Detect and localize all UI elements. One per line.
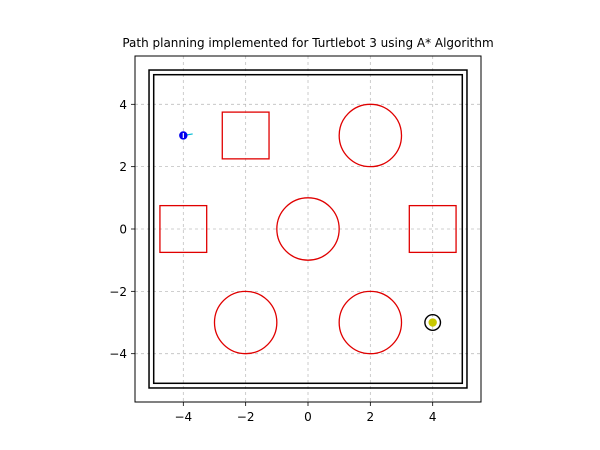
boundary-outer-wall	[148, 69, 468, 389]
goal-point	[428, 318, 437, 327]
x-tick-label-4: 4	[429, 410, 437, 424]
square-obstacle-0	[221, 111, 270, 160]
x-tick-label-1: −2	[237, 410, 255, 424]
x-tick-label-3: 2	[367, 410, 375, 424]
marker-layer	[179, 131, 442, 332]
obstacle-layer	[159, 103, 457, 355]
x-tick-label-2: 0	[304, 410, 312, 424]
tick-layer: −4 −2 0 2 4 −4 −2 0 2 4	[109, 98, 436, 424]
square-obstacle-2	[408, 204, 457, 254]
circle-obstacle-1	[276, 197, 340, 261]
arena-boundary	[148, 69, 468, 389]
y-tick-label-1: −2	[109, 285, 127, 299]
y-tick-label-2: 0	[119, 223, 127, 237]
circle-obstacle-0	[338, 103, 403, 168]
square-obstacle-1	[159, 204, 208, 254]
goal-ring	[424, 314, 442, 332]
y-tick-label-4: 4	[119, 98, 127, 112]
y-tick-label-0: −4	[109, 347, 127, 361]
x-tick-label-0: −4	[174, 410, 192, 424]
circle-obstacle-2	[213, 290, 278, 355]
chart-title: Path planning implemented for Turtlebot …	[122, 36, 493, 50]
y-tick-label-3: 2	[119, 160, 127, 174]
grid-layer	[135, 56, 481, 402]
circle-obstacle-3	[338, 290, 403, 355]
boundary-inner-wall	[152, 73, 464, 385]
